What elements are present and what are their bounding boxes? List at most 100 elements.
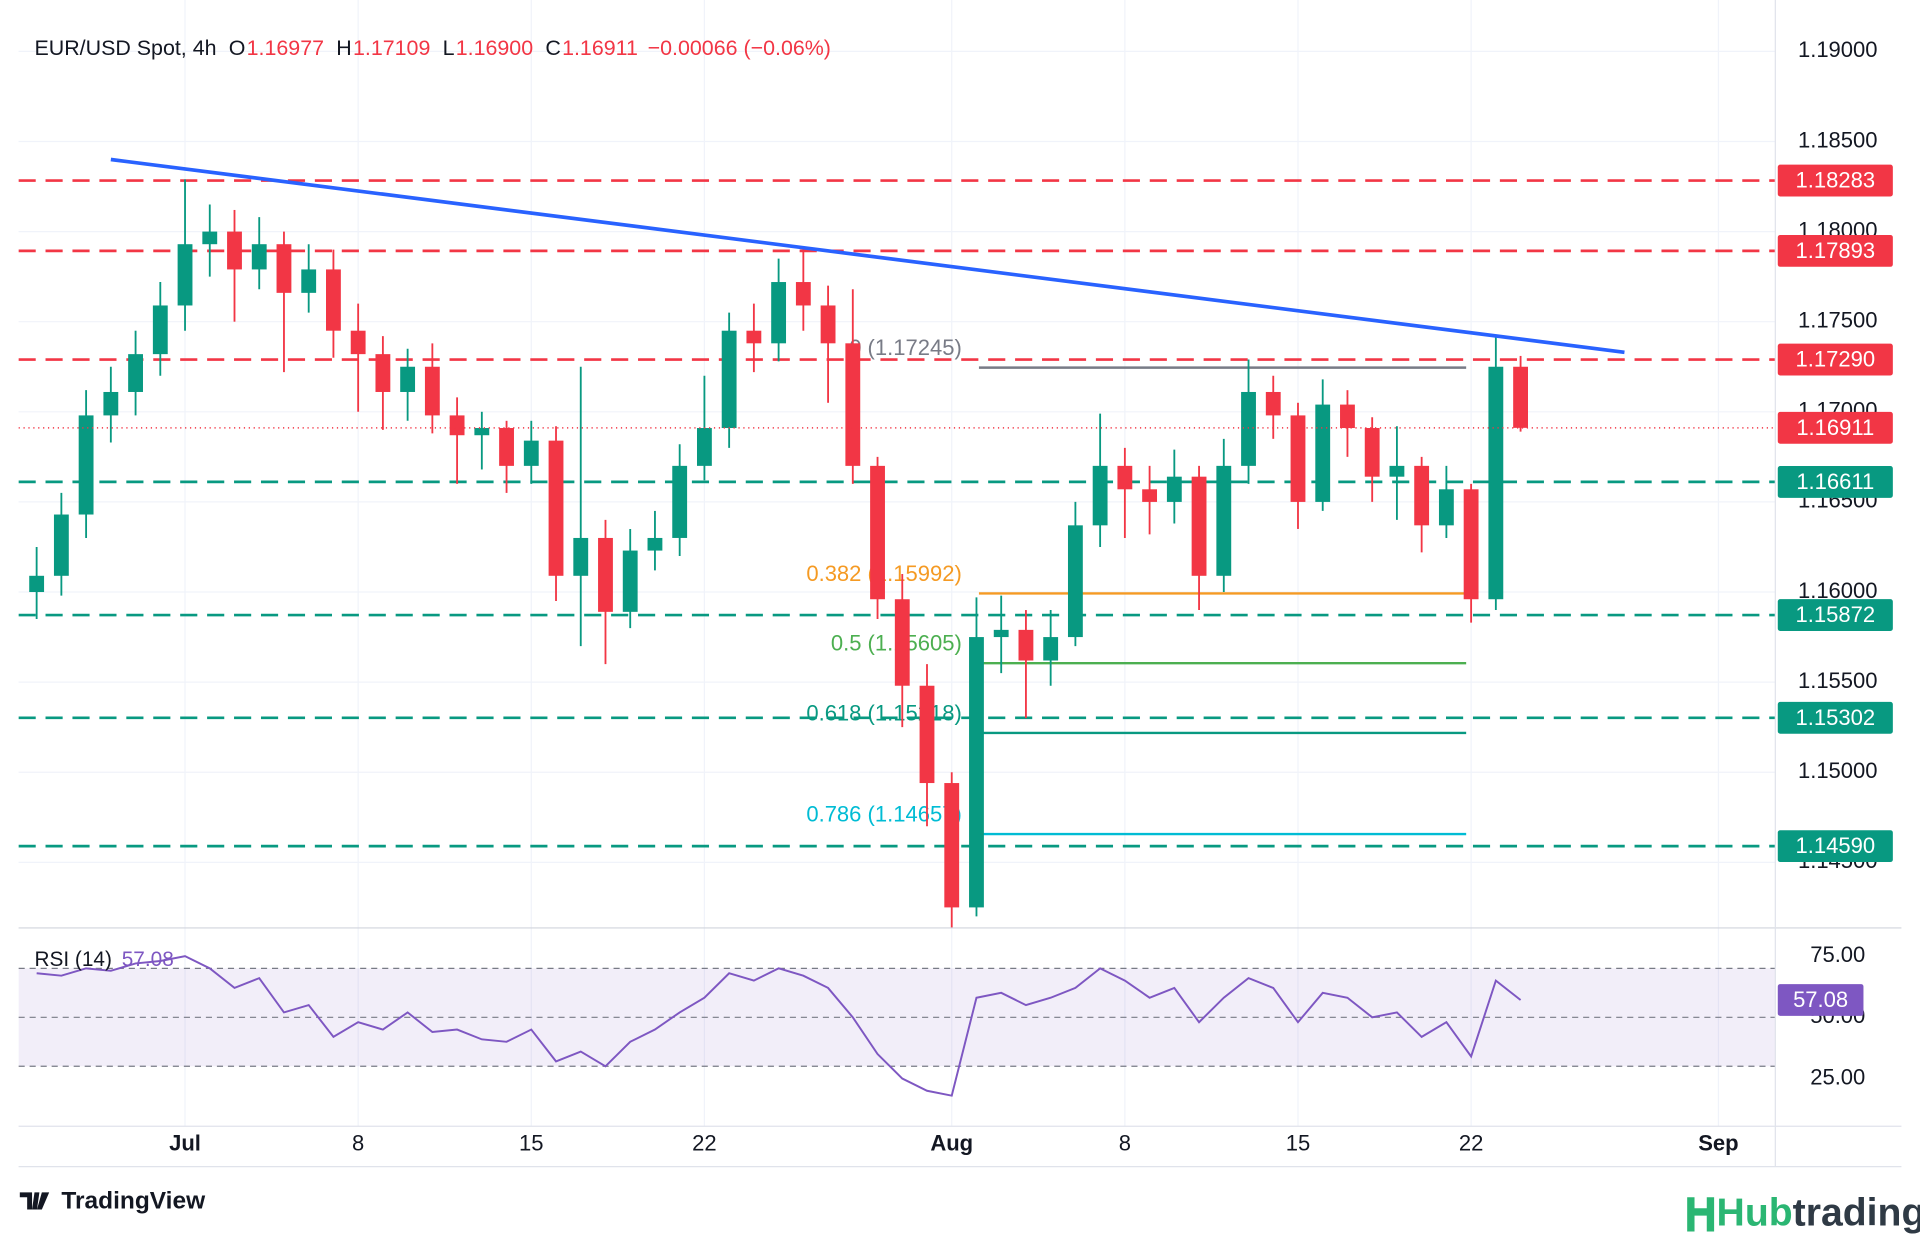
- candle-body: [548, 440, 564, 576]
- x-tick-label: 15: [1286, 1130, 1311, 1155]
- candle-body: [152, 305, 168, 355]
- candle-body: [1389, 465, 1405, 477]
- candle-body: [1241, 391, 1256, 466]
- ohlc-key: L: [443, 36, 455, 60]
- candle-body: [1463, 489, 1479, 600]
- last-price-tag-box: [1777, 411, 1893, 444]
- x-tick-label: Jul: [169, 1130, 201, 1155]
- candle-body: [128, 354, 143, 392]
- candle-body: [103, 391, 119, 416]
- candle-body: [227, 231, 242, 270]
- level-tag-label: 1.15872: [1796, 602, 1876, 627]
- candle-body: [1067, 525, 1083, 638]
- candle-body: [647, 537, 663, 551]
- candle-body: [29, 575, 45, 593]
- trendline: [110, 157, 1625, 355]
- candle-body: [1117, 465, 1133, 490]
- y-tick-label: 1.18500: [1798, 127, 1878, 152]
- x-tick-label: 8: [1119, 1130, 1131, 1155]
- ohlc-value: 1.16977: [247, 36, 324, 60]
- candle-body: [573, 537, 589, 576]
- candle-body: [1265, 391, 1281, 416]
- level-tag-label: 1.17290: [1796, 347, 1876, 372]
- y-tick-label: 1.15000: [1798, 758, 1878, 783]
- y-tick-label: 1.16000: [1798, 578, 1878, 603]
- rsi-tag-label: 57.08: [1793, 987, 1848, 1012]
- candle-body: [795, 282, 811, 306]
- rsi-value: 57.08: [122, 947, 174, 970]
- x-tick-label: 8: [352, 1130, 364, 1155]
- ohlc-key: H: [336, 36, 351, 60]
- candle-body: [301, 269, 317, 293]
- candle-body: [1513, 366, 1528, 428]
- x-tick-label: 22: [692, 1130, 716, 1155]
- time-axis: Jul 8 15 22 Aug 8 15 22 Sep: [169, 1130, 1739, 1155]
- level-tag-box: [1777, 830, 1893, 863]
- level-tag-box: [1777, 234, 1893, 267]
- rsi-line: [36, 955, 1522, 1097]
- candle-body: [1438, 489, 1454, 526]
- y-tick-label: 25.00: [1810, 1064, 1865, 1089]
- level-tag-label: 1.14590: [1796, 833, 1876, 858]
- candle-body: [746, 330, 762, 344]
- candle-body: [523, 440, 539, 466]
- rsi-legend: RSI (14) 57.08: [35, 947, 174, 970]
- candle-body: [78, 415, 94, 515]
- candle-body: [350, 330, 366, 355]
- candle-body: [449, 415, 465, 436]
- logo-icon: [19, 1192, 50, 1210]
- level-tag-box: [1777, 164, 1893, 197]
- candle-body: [1488, 366, 1504, 600]
- price-tags: 1.18283 1.17893 1.17290 1.16611 1.15872 1.153…: [1777, 164, 1893, 1016]
- level-tag-label: 1.17893: [1796, 238, 1876, 263]
- candle-body: [993, 629, 1009, 638]
- candle-body: [400, 366, 416, 392]
- watermark-part: trading: [1793, 1192, 1920, 1234]
- ohlc-value: 1.17109: [353, 36, 430, 60]
- rsi-pane: [18, 955, 1776, 1097]
- candle-body: [276, 244, 292, 293]
- candle-body: [820, 305, 836, 344]
- level-tag-box: [1777, 465, 1893, 498]
- last-price-tag-label: 1.16911: [1796, 415, 1874, 440]
- level-tag-box: [1777, 701, 1893, 734]
- level-tag-label: 1.18283: [1796, 168, 1876, 193]
- grid: [18, 0, 1776, 1127]
- candle-body: [1414, 465, 1430, 526]
- candle-body: [1142, 489, 1158, 502]
- brand: TradingView: [61, 1188, 206, 1215]
- level-tag-label: 1.16611: [1796, 469, 1874, 494]
- watermark-text: Hubtrading: [1717, 1192, 1920, 1234]
- candle-body: [424, 366, 440, 416]
- candle-body: [771, 282, 787, 344]
- ohlc-key: O: [229, 36, 246, 60]
- rsi-title: RSI (14): [35, 947, 112, 970]
- candle-body: [1191, 476, 1207, 576]
- rsi-band: [18, 968, 1776, 1067]
- candle-body: [622, 550, 638, 612]
- candle-body: [251, 244, 267, 270]
- candle-body: [53, 514, 69, 576]
- watermark-part: Hub: [1717, 1192, 1793, 1234]
- candle-body: [1290, 415, 1306, 502]
- ohlc-value: 1.16911: [562, 36, 638, 60]
- symbol: EUR/USD Spot, 4h: [35, 36, 217, 60]
- watermark-icon: [1687, 1197, 1715, 1232]
- price-pane: 0 (1.17245)0.382 (1.15992)0.5 (1.15605)0…: [18, 157, 1776, 928]
- candle-body: [474, 428, 490, 436]
- candle-body: [845, 343, 861, 466]
- candle-body: [969, 637, 984, 908]
- ohlc-key: C: [545, 36, 560, 60]
- candle-body: [1364, 428, 1380, 477]
- candle-body: [1043, 637, 1059, 661]
- x-tick-label: 22: [1459, 1130, 1484, 1155]
- x-tick-label: Aug: [930, 1130, 973, 1155]
- candle-body: [1018, 629, 1034, 661]
- candle-body: [944, 783, 960, 908]
- candle-body: [672, 465, 688, 538]
- candle-body: [1340, 404, 1355, 429]
- rsi-tag-box: [1777, 984, 1864, 1016]
- candle-body: [499, 428, 514, 466]
